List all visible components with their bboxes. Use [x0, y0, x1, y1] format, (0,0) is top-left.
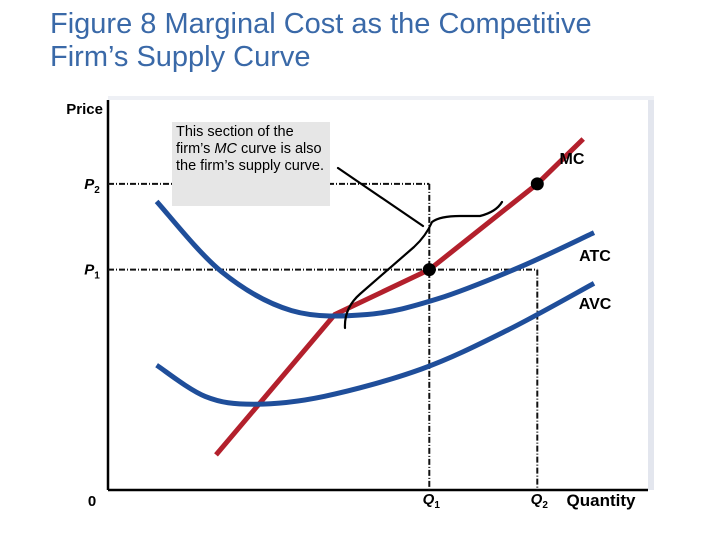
- tick-label-q1: Q1: [423, 491, 441, 511]
- tick-label-q2: Q2: [531, 491, 549, 511]
- plot-shadow-right: [648, 100, 654, 490]
- axes: Price Quantity 0: [66, 96, 654, 510]
- supply-callout: This section of the firm’s MC curve is a…: [172, 122, 330, 206]
- curve-atc: [154, 199, 596, 319]
- equilibrium-point-1: [422, 263, 436, 277]
- guide-lines: [108, 182, 539, 490]
- plot-shadow-top: [108, 96, 654, 100]
- slide-title: Figure 8 Marginal Cost as the Competitiv…: [50, 8, 690, 74]
- callout-pointer-line: [336, 166, 425, 228]
- origin-label: 0: [88, 493, 96, 510]
- equilibrium-points: [422, 177, 544, 277]
- tick-label-p1: P1: [84, 262, 100, 282]
- x-axis-label: Quantity: [567, 491, 636, 510]
- title-line-2: Firm’s Supply Curve: [50, 41, 311, 73]
- tick-labels: P2 P1 Q1 Q2: [84, 176, 548, 511]
- curve-avc: [155, 281, 596, 407]
- curve-label-mc: MC: [560, 151, 585, 168]
- callout-text-part2: curve is also the firm’s supply curve.: [176, 141, 325, 174]
- brace-curve: [343, 200, 504, 330]
- curve-label-atc: ATC: [579, 248, 611, 265]
- callout-text-part1: This section of the firm’s: [176, 124, 294, 157]
- callout-text-mc: MC: [214, 141, 237, 157]
- y-axis-label: Price: [66, 101, 103, 118]
- tick-label-p2: P2: [84, 176, 100, 196]
- curve-labels: MC ATC AVC: [560, 151, 612, 313]
- curve-label-avc: AVC: [579, 296, 612, 313]
- supply-brace: [336, 166, 504, 330]
- title-line-1: Figure 8 Marginal Cost as the Competitiv…: [50, 8, 592, 40]
- equilibrium-point-2: [530, 177, 544, 191]
